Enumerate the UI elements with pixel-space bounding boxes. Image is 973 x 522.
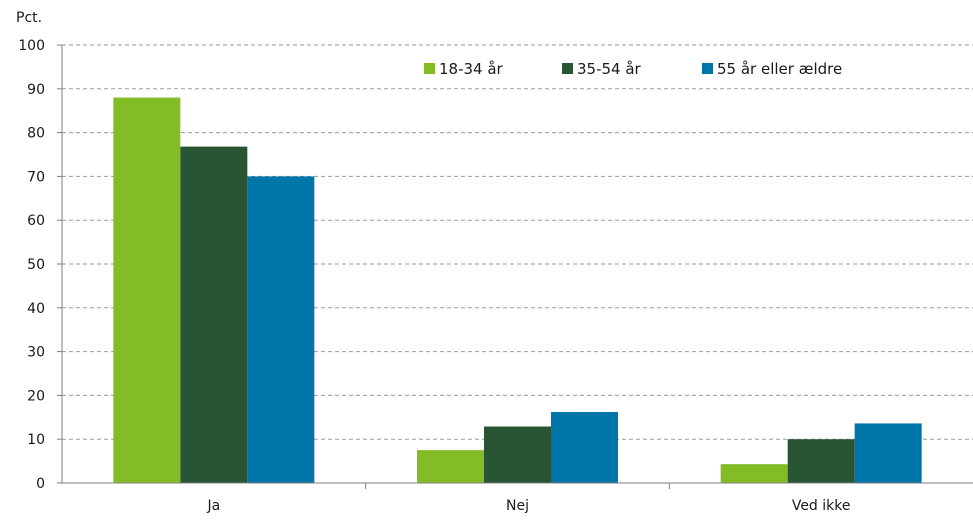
y-axis-ticks: 0 10 20 30 40 50 60 70 80 90 100 xyxy=(18,38,62,492)
y-tick-label: 100 xyxy=(18,38,45,54)
y-tick-label: 70 xyxy=(27,169,45,185)
legend: 18-34 år 35-54 år 55 år eller ældre xyxy=(424,60,842,78)
y-axis-unit-label: Pct. xyxy=(16,10,42,26)
y-tick-label: 20 xyxy=(27,388,45,404)
y-tick-label: 10 xyxy=(27,432,45,448)
bar xyxy=(180,146,248,483)
bar xyxy=(787,439,855,483)
gridlines xyxy=(62,44,973,440)
x-tick-label: Ja xyxy=(206,498,220,514)
bar xyxy=(113,97,181,483)
y-tick-label: 50 xyxy=(27,257,45,273)
legend-swatch xyxy=(702,63,713,74)
legend-swatch xyxy=(562,63,573,74)
y-tick-label: 40 xyxy=(27,301,45,317)
legend-label: 18-34 år xyxy=(439,60,504,78)
bar xyxy=(484,426,551,483)
bar xyxy=(247,176,315,483)
legend-label: 55 år eller ældre xyxy=(717,60,842,78)
bar xyxy=(417,450,484,483)
bar xyxy=(854,423,922,483)
y-tick-label: 90 xyxy=(27,82,45,98)
y-tick-label: 80 xyxy=(27,126,45,142)
bar xyxy=(551,412,618,483)
x-tick-label: Ved ikke xyxy=(792,498,851,514)
legend-label: 35-54 år xyxy=(577,60,642,78)
x-axis-ticks: Ja Nej Ved ikke xyxy=(206,483,851,514)
y-tick-label: 30 xyxy=(27,345,45,361)
x-tick-label: Nej xyxy=(506,498,529,514)
y-tick-label: 0 xyxy=(36,476,45,492)
y-tick-label: 60 xyxy=(27,213,45,229)
legend-swatch xyxy=(424,63,435,74)
bar xyxy=(720,464,788,483)
x-axis xyxy=(61,45,973,484)
bars xyxy=(113,97,922,483)
